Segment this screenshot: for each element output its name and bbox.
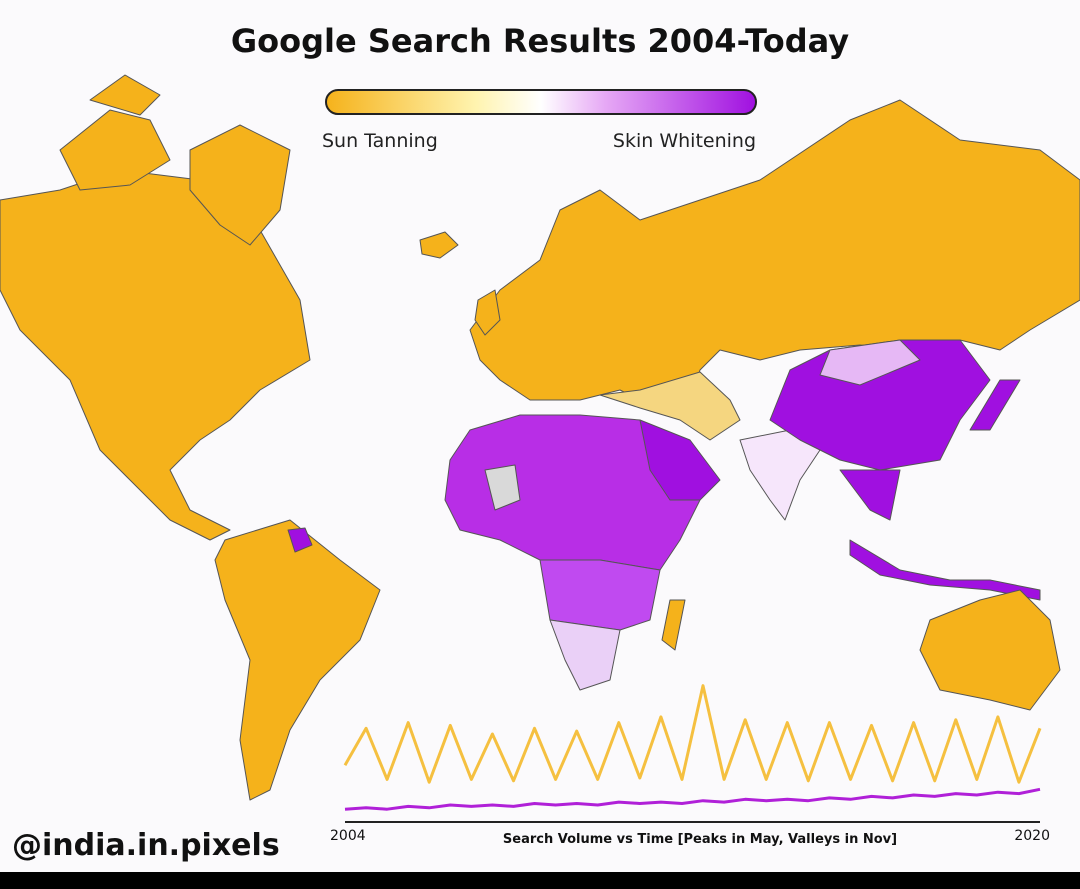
southeast-asia	[839, 469, 901, 521]
madagascar	[661, 599, 686, 651]
japan	[969, 379, 1021, 431]
middle-east	[599, 371, 741, 441]
south-america	[214, 519, 381, 801]
arctic-islands	[89, 74, 161, 116]
inset-chart: 2004 2020 Search Volume vs Time [Peaks i…	[330, 684, 1050, 847]
world-map	[0, 74, 1080, 801]
x-start-label: 2004	[330, 828, 366, 844]
bottom-bar	[0, 872, 1080, 889]
french-guiana	[287, 527, 313, 553]
africa-north	[444, 414, 701, 571]
x-end-label: 2020	[1014, 828, 1050, 844]
series-line	[343, 684, 1042, 784]
series-line	[344, 787, 1041, 811]
iceland	[419, 231, 459, 259]
caption: Search Volume vs Time [Peaks in May, Val…	[503, 832, 897, 847]
arabia	[639, 419, 721, 501]
britain	[474, 289, 501, 336]
mongolia	[819, 339, 921, 386]
eurasia-north	[469, 99, 1080, 411]
greenland	[189, 124, 291, 246]
indonesia	[849, 539, 1041, 601]
legend-low-label: Sun Tanning	[322, 130, 438, 152]
africa-no-data	[484, 464, 521, 511]
credit: @india.in.pixels	[12, 828, 280, 863]
southern-africa	[549, 619, 621, 691]
color-scale	[325, 89, 757, 115]
arctic-islands	[59, 109, 171, 191]
legend-high-label: Skin Whitening	[613, 130, 756, 152]
title: Google Search Results 2004-Today	[231, 22, 849, 60]
africa-central	[539, 559, 661, 631]
australia	[919, 589, 1061, 711]
